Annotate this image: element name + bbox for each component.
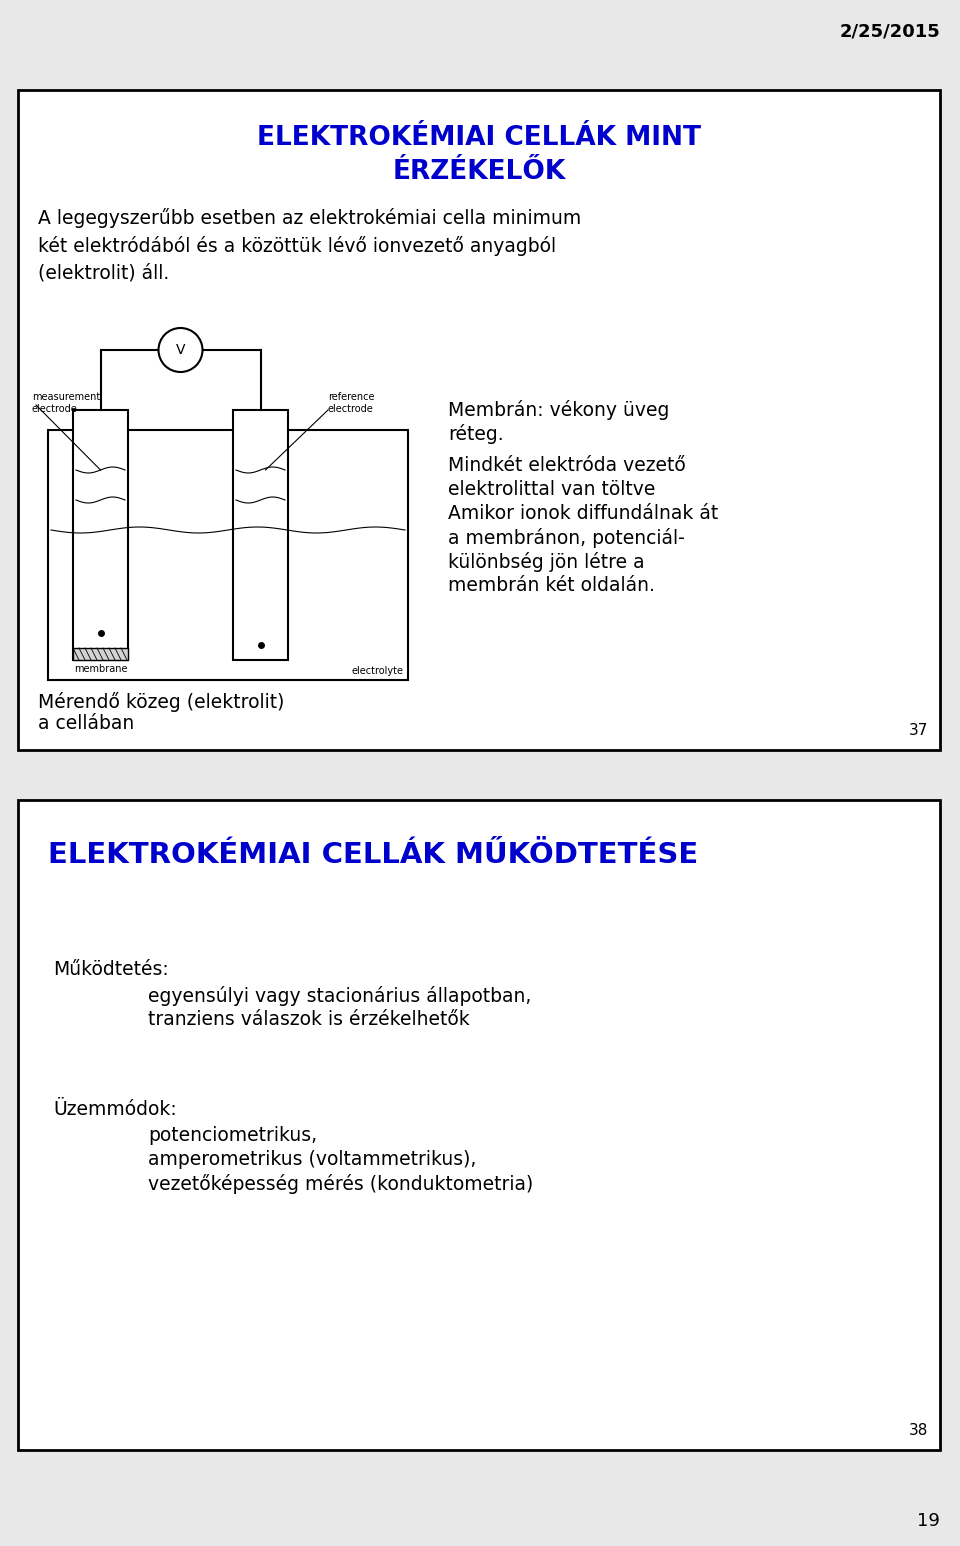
Bar [18, 90, 940, 750]
Text: 38: 38 [908, 1422, 928, 1438]
Text: 37: 37 [908, 724, 928, 737]
Text: Amikor ionok diffundálnak át: Amikor ionok diffundálnak át [448, 504, 718, 523]
Text: Mérendő közeg (elektrolit): Mérendő közeg (elektrolit) [38, 693, 284, 713]
Bar [73, 648, 128, 660]
Text: Membrán: vékony üveg: Membrán: vékony üveg [448, 400, 669, 421]
Text: Mindkét elektróda vezető: Mindkét elektróda vezető [448, 456, 685, 475]
Text: A legegyszerűbb esetben az elektrokémiai cella minimum
két elektródából és a köz: A legegyszerűbb esetben az elektrokémiai… [38, 209, 581, 283]
Text: electrode: electrode [328, 404, 373, 414]
Text: ELEKTROKÉMIAI CELLÁK MŰKÖDTETÉSE: ELEKTROKÉMIAI CELLÁK MŰKÖDTETÉSE [48, 841, 698, 869]
Text: reference: reference [328, 393, 374, 402]
Text: Üzemmódok:: Üzemmódok: [53, 1101, 177, 1119]
Text: membrane: membrane [74, 663, 128, 674]
Text: a membránon, potenciál-: a membránon, potenciál- [448, 529, 684, 547]
Text: electrolyte: electrolyte [351, 666, 403, 676]
Text: membrán két oldalán.: membrán két oldalán. [448, 577, 655, 595]
Text: különbség jön létre a: különbség jön létre a [448, 552, 644, 572]
Text: V: V [176, 343, 185, 357]
Text: egyensúlyi vagy stacionárius állapotban,: egyensúlyi vagy stacionárius állapotban, [148, 986, 532, 1006]
Text: ELEKTROKÉMIAI CELLÁK MINT: ELEKTROKÉMIAI CELLÁK MINT [257, 125, 701, 152]
Circle shape [158, 328, 203, 373]
Text: réteg.: réteg. [448, 424, 504, 444]
Text: 2/25/2015: 2/25/2015 [839, 22, 940, 40]
Text: a cellában: a cellában [38, 714, 134, 733]
Text: tranziens válaszok is érzékelhetők: tranziens válaszok is érzékelhetők [148, 1010, 469, 1030]
Text: Működtetés:: Működtetés: [53, 960, 169, 979]
Text: ÉRZÉKELŐK: ÉRZÉKELŐK [393, 159, 565, 186]
Text: potenciometrikus,: potenciometrikus, [148, 1125, 317, 1146]
Text: vezetőképesség mérés (konduktometria): vezetőképesség mérés (konduktometria) [148, 1173, 533, 1194]
Text: electrode: electrode [32, 404, 78, 414]
Bar [233, 410, 288, 660]
Text: elektrolittal van töltve: elektrolittal van töltve [448, 479, 656, 499]
Text: amperometrikus (voltammetrikus),: amperometrikus (voltammetrikus), [148, 1150, 476, 1169]
Bar [73, 410, 128, 660]
Text: 19: 19 [917, 1512, 940, 1531]
Text: measurement: measurement [32, 393, 100, 402]
Bar [48, 430, 408, 680]
Bar [18, 799, 940, 1450]
